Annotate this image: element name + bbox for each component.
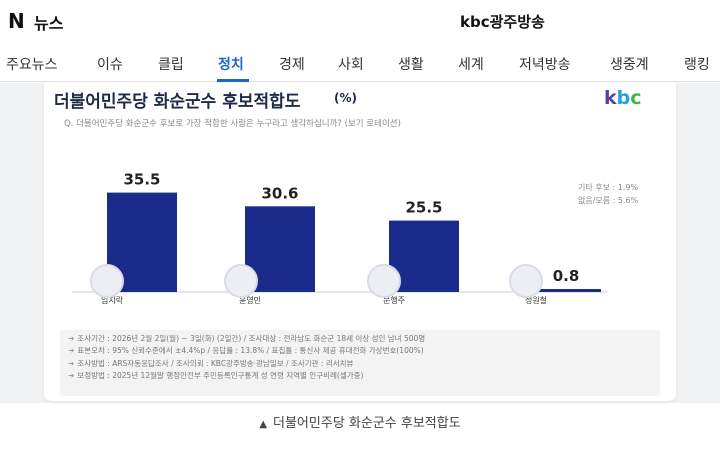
poll-graphic: 더불어민주당 화순군수 후보적합도 (%) kbc Q. 더불어민주당 화순군수… bbox=[44, 83, 676, 401]
active-tab-indicator bbox=[217, 79, 249, 82]
candidate-name-4: 정원철 bbox=[525, 295, 547, 305]
kbc-logo-b: b bbox=[616, 87, 631, 109]
bullet-arrow-icon: ➔ bbox=[68, 371, 75, 381]
kbc-logo: kbc bbox=[604, 87, 642, 109]
method-row-weighting: ➔ 보정방법 : 2025년 12월말 행정안전부 주민등록인구통계 성 연령 지… bbox=[68, 371, 364, 381]
bar-value-label-4: 0.8 bbox=[553, 267, 580, 285]
tab-evening-broadcast[interactable]: 저녁방송 bbox=[519, 57, 571, 73]
image-caption: ▲ 더불어민주당 화순군수 후보적합도 bbox=[0, 412, 720, 431]
tab-clip[interactable]: 클립 bbox=[158, 57, 184, 73]
bullet-arrow-icon: ➔ bbox=[68, 334, 75, 343]
tab-ranking[interactable]: 랭킹 bbox=[684, 57, 710, 73]
candidate-avatar-3 bbox=[367, 264, 401, 298]
candidate-avatar-1 bbox=[90, 264, 124, 298]
bar-value-label-3: 25.5 bbox=[405, 199, 442, 217]
top-bar: N 뉴스 kbc광주방송 bbox=[0, 0, 720, 44]
bullet-arrow-icon: ➔ bbox=[68, 346, 75, 356]
graphic-title: 더불어민주당 화순군수 후보적합도 bbox=[54, 92, 301, 112]
tab-living[interactable]: 생활 bbox=[398, 57, 424, 73]
caption-text: 더불어민주당 화순군수 후보적합도 bbox=[273, 416, 461, 431]
candidate-avatar-2 bbox=[224, 264, 258, 298]
tab-live[interactable]: 생중계 bbox=[610, 57, 649, 73]
triangle-up-icon: ▲ bbox=[259, 419, 268, 430]
outlet-name[interactable]: kbc광주방송 bbox=[460, 13, 545, 31]
graphic-unit: (%) bbox=[334, 91, 357, 105]
method-row-error: ➔ 표본오차 : 95% 신뢰수준에서 ±4.4%p / 응답률 : 13.8% … bbox=[68, 346, 424, 356]
candidate-name-2: 윤영민 bbox=[239, 295, 261, 305]
kbc-logo-k: k bbox=[604, 87, 617, 109]
tab-issue[interactable]: 이슈 bbox=[97, 57, 123, 73]
tab-economy[interactable]: 경제 bbox=[279, 57, 305, 73]
method-row-method: ➔ 조사방법 : ARS자동응답조사 / 조사의뢰 : KBC광주방송·광남일보 … bbox=[68, 358, 354, 368]
poll-question: Q. 더불어민주당 화순군수 후보로 가장 적합한 사람은 누구라고 생각하십니… bbox=[64, 119, 401, 129]
survey-method-box: ➔ 조사기간 : 2026년 2월 2일(월) ~ 3일(화) (2일간) / 조… bbox=[60, 330, 660, 396]
bar-chart-svg: 35.5 임지락 30.6 윤영민 25.5 문행주 0.8 정원철 bbox=[72, 171, 608, 305]
candidate-name-3: 문행주 bbox=[383, 295, 405, 305]
bar-chart: 35.5 임지락 30.6 윤영민 25.5 문행주 0.8 정원철 bbox=[44, 127, 676, 317]
side-note: 기타 후보 : 1.9% 없음/모름 : 5.6% bbox=[578, 181, 638, 207]
tab-politics[interactable]: 정치 bbox=[218, 57, 244, 73]
kbc-logo-c: c bbox=[630, 87, 642, 109]
article-image-area: 더불어민주당 화순군수 후보적합도 (%) kbc Q. 더불어민주당 화순군수… bbox=[0, 83, 720, 403]
candidate-name-1: 임지락 bbox=[101, 295, 124, 305]
tab-main-news[interactable]: 주요뉴스 bbox=[6, 57, 58, 73]
naver-n-logo[interactable]: N bbox=[8, 9, 25, 33]
tab-society[interactable]: 사회 bbox=[338, 57, 364, 73]
bar-4 bbox=[531, 289, 601, 292]
tab-world[interactable]: 세계 bbox=[458, 57, 484, 73]
side-note-none: 없음/모름 : 5.6% bbox=[578, 196, 639, 205]
method-row-period: ➔ 조사기간 : 2026년 2월 2일(월) ~ 3일(화) (2일간) / 조… bbox=[68, 334, 426, 343]
news-home-link[interactable]: 뉴스 bbox=[34, 14, 64, 33]
candidate-avatar-4 bbox=[509, 264, 543, 298]
category-tabs: 주요뉴스 이슈 클립 정치 경제 사회 생활 세계 저녁방송 생중계 랭킹 bbox=[0, 44, 720, 82]
side-note-other: 기타 후보 : 1.9% bbox=[578, 183, 639, 192]
bar-value-label-2: 30.6 bbox=[261, 184, 298, 202]
bullet-arrow-icon: ➔ bbox=[68, 358, 75, 368]
bar-value-label-1: 35.5 bbox=[123, 171, 160, 189]
